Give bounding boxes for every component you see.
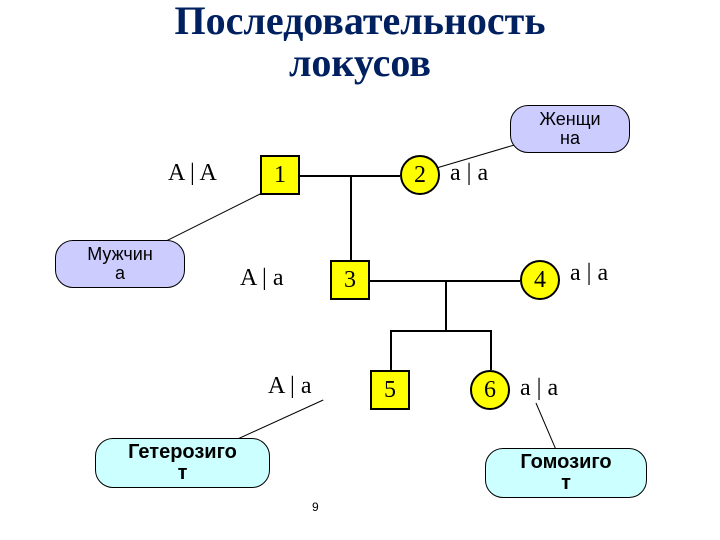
male-node-5: 5 bbox=[370, 370, 410, 410]
genotype-5: A | a bbox=[268, 373, 311, 400]
page-title: Последовательность локусов bbox=[0, 0, 720, 84]
callout-homo: Гомозиго т bbox=[485, 448, 647, 498]
edge-line bbox=[350, 175, 352, 260]
edge-line bbox=[490, 330, 492, 370]
callout-male: Мужчин а bbox=[55, 240, 185, 288]
page-number: 9 bbox=[312, 500, 319, 514]
female-node-6: 6 bbox=[470, 370, 510, 410]
female-node-4: 4 bbox=[520, 260, 560, 300]
genotype-2: a | a bbox=[450, 160, 488, 187]
title-line-1: Последовательность bbox=[0, 0, 720, 42]
genotype-1: A | A bbox=[168, 160, 217, 187]
callout-pointer-male bbox=[163, 193, 262, 243]
callout-hetero: Гетерозиго т bbox=[95, 438, 270, 488]
edge-line bbox=[390, 330, 490, 332]
genotype-3: A | a bbox=[240, 265, 283, 292]
callout-female: Женщи на bbox=[510, 105, 630, 153]
male-node-3: 3 bbox=[330, 260, 370, 300]
male-node-1: 1 bbox=[260, 155, 300, 195]
female-node-2: 2 bbox=[400, 155, 440, 195]
genotype-6: a | a bbox=[520, 375, 558, 402]
edge-line bbox=[390, 330, 392, 370]
title-line-2: локусов bbox=[0, 42, 720, 84]
edge-line bbox=[445, 280, 447, 330]
genotype-4: a | a bbox=[570, 260, 608, 287]
callout-pointer-hetero bbox=[232, 399, 324, 441]
callout-pointer-homo bbox=[536, 403, 557, 451]
